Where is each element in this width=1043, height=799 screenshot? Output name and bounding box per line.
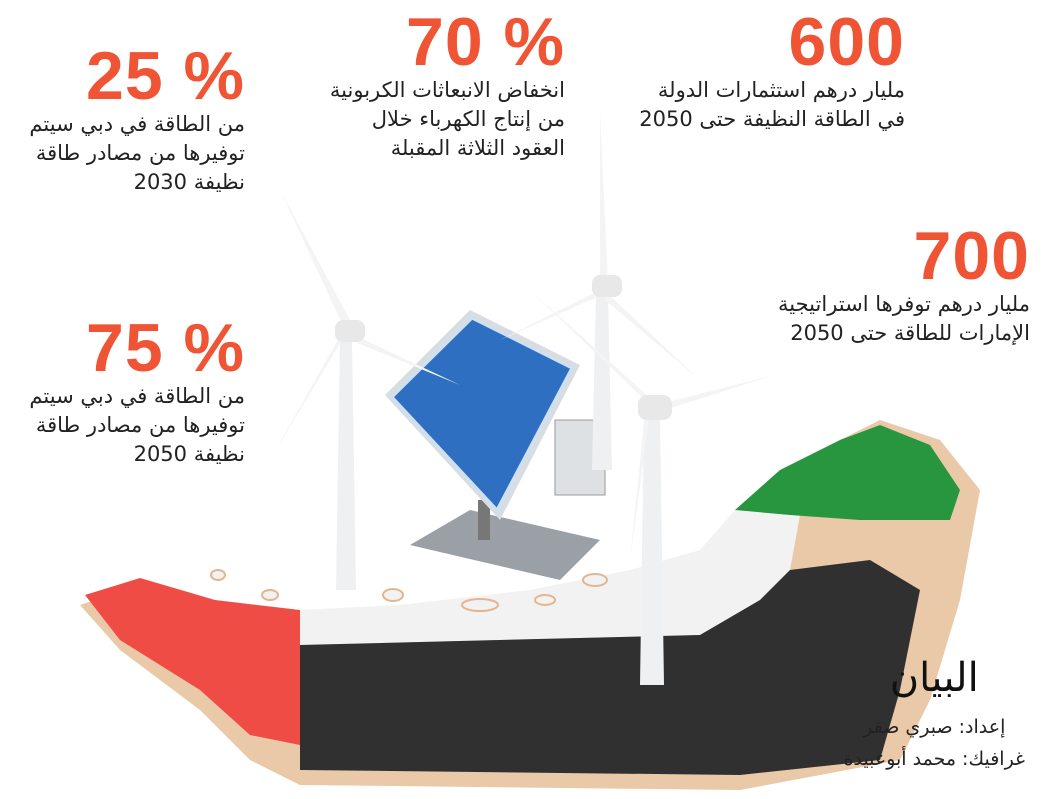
stat-text: من إنتاج الكهرباء خلال [330, 105, 565, 134]
stat-text: في الطاقة النظيفة حتى 2050 [639, 105, 905, 134]
credit: إعداد: صبري صقر [843, 711, 1025, 743]
stat-text: مليار درهم توفرها استراتيجية [778, 290, 1030, 319]
stat-text: الإمارات للطاقة حتى 2050 [778, 319, 1030, 348]
stat-number: 700 [778, 222, 1030, 290]
stat-text: توفيرها من مصادر طاقة [29, 139, 245, 168]
stat-text: توفيرها من مصادر طاقة [29, 411, 245, 440]
stat-text: نظيفة 2030 [29, 168, 245, 197]
panel-base [410, 510, 600, 580]
map-red [85, 578, 300, 745]
credit: غرافيك: محمد أبوعبيدة [843, 743, 1025, 775]
stat-number: 600 [639, 8, 905, 76]
stat-text: من الطاقة في دبي سيتم [29, 382, 245, 411]
stat-text: العقود الثلاثة المقبلة [330, 134, 565, 163]
logo: البيان [843, 655, 1025, 701]
page: % 25من الطاقة في دبي سيتمتوفيرها من مصاد… [0, 0, 1043, 799]
stat-number: % 75 [29, 314, 245, 382]
stat-text: من الطاقة في دبي سيتم [29, 110, 245, 139]
stat-text: مليار درهم استثمارات الدولة [639, 76, 905, 105]
stat-text: نظيفة 2050 [29, 440, 245, 469]
panel-cells [392, 318, 572, 510]
stat-number: % 70 [330, 8, 565, 76]
stat-text: انخفاض الانبعاثات الكربونية [330, 76, 565, 105]
stat-number: % 25 [29, 42, 245, 110]
